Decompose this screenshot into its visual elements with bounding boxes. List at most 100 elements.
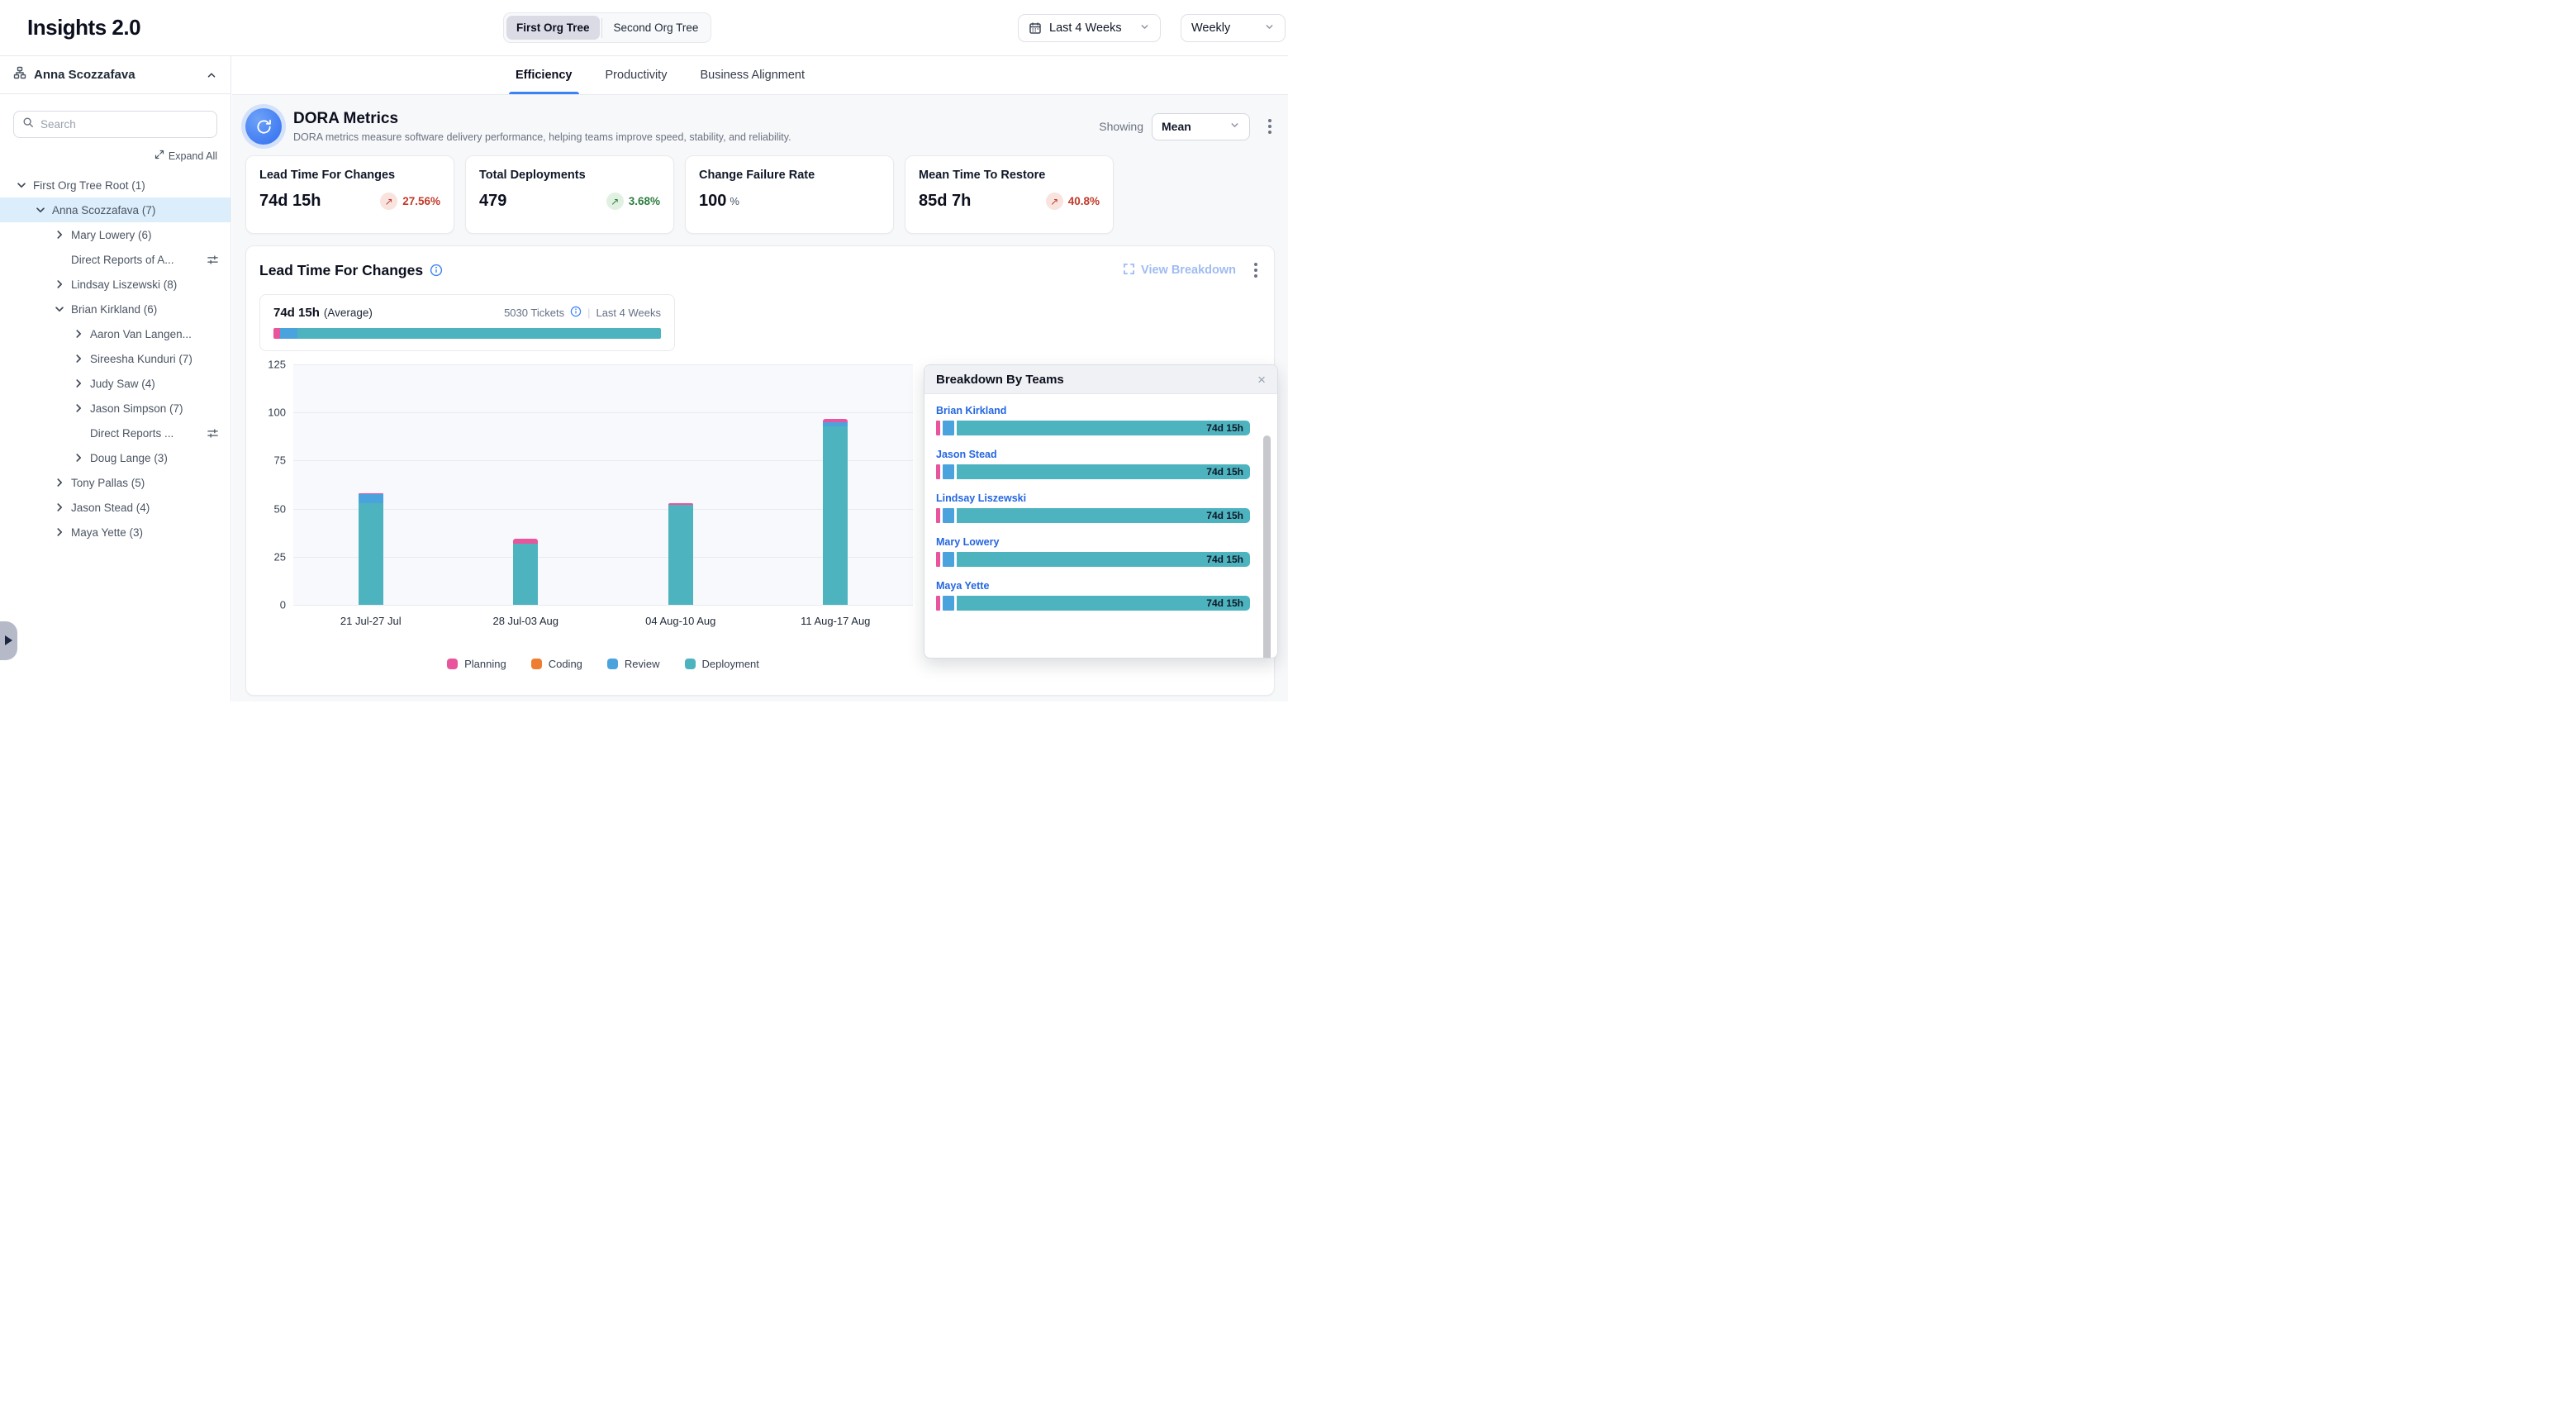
lead-time-kebab-menu[interactable] <box>1251 259 1261 281</box>
chevron-down-icon[interactable] <box>34 204 47 216</box>
tab-productivity[interactable]: Productivity <box>604 56 669 94</box>
chevron-right-icon[interactable] <box>53 477 66 488</box>
bar-segment-deployment: 74d 15h <box>957 552 1250 567</box>
legend-item-coding[interactable]: Coding <box>531 658 582 670</box>
tab-business-alignment[interactable]: Business Alignment <box>698 56 806 94</box>
tree-item-lindsay-liszewski[interactable]: Lindsay Liszewski (8) <box>0 272 231 297</box>
breakdown-team-link[interactable]: Maya Yette <box>936 580 1266 592</box>
legend-item-planning[interactable]: Planning <box>447 658 506 670</box>
tree-item-brian-kirkland[interactable]: Brian Kirkland (6) <box>0 297 231 321</box>
breakdown-phase-bar[interactable]: 74d 15h <box>936 421 1250 435</box>
close-icon[interactable]: × <box>1257 373 1266 387</box>
stacked-bar-2[interactable] <box>513 539 538 605</box>
info-icon[interactable] <box>570 306 582 320</box>
toggle-second-org-tree[interactable]: Second Org Tree <box>604 16 709 40</box>
date-range-select[interactable]: Last 4 Weeks <box>1018 14 1161 42</box>
search-input[interactable] <box>40 118 206 131</box>
dora-header: DORA Metrics DORA metrics measure softwa… <box>245 108 1275 145</box>
chevron-down-icon <box>1139 21 1150 36</box>
tree-item-judy-saw[interactable]: Judy Saw (4) <box>0 371 231 396</box>
chevron-right-icon[interactable] <box>72 328 85 340</box>
breakdown-row-jason-stead: Jason Stead 74d 15h <box>936 449 1266 479</box>
tree-item-aaron-van-langen[interactable]: Aaron Van Langen... <box>0 321 231 346</box>
tab-efficiency[interactable]: Efficiency <box>514 56 574 94</box>
dora-title: DORA Metrics <box>293 110 791 128</box>
granularity-select[interactable]: Weekly <box>1181 14 1286 42</box>
dora-kebab-menu[interactable] <box>1265 116 1275 137</box>
chevron-right-icon[interactable] <box>53 526 66 538</box>
chevron-right-icon[interactable] <box>53 278 66 290</box>
breakdown-phase-bar[interactable]: 74d 15h <box>936 552 1250 567</box>
tree-item-sireesha-kunduri[interactable]: Sireesha Kunduri (7) <box>0 346 231 371</box>
bar-segment-deployment <box>668 505 693 605</box>
filter-settings-icon[interactable] <box>207 427 219 440</box>
stacked-bar-3[interactable] <box>668 503 693 605</box>
chevron-right-icon[interactable] <box>72 353 85 364</box>
chevron-right-icon[interactable] <box>53 502 66 513</box>
filter-settings-icon[interactable] <box>207 254 219 266</box>
breakdown-phase-bar[interactable]: 74d 15h <box>936 596 1250 611</box>
breakdown-team-link[interactable]: Jason Stead <box>936 449 1266 460</box>
legend-item-deployment[interactable]: Deployment <box>685 658 759 670</box>
breakdown-value: 74d 15h <box>1206 510 1243 521</box>
tree-item-label: Sireesha Kunduri (7) <box>90 353 192 365</box>
metric-card-change-failure-rate: Change Failure Rate100% <box>685 155 894 234</box>
sidebar-collapse-handle[interactable] <box>0 621 17 660</box>
y-axis-tick: 100 <box>256 407 286 419</box>
tree-item-label: Maya Yette (3) <box>71 526 143 539</box>
info-icon[interactable] <box>430 264 443 277</box>
chevron-down-icon[interactable] <box>53 303 66 315</box>
tree-item-maya-yette[interactable]: Maya Yette (3) <box>0 520 231 545</box>
x-axis-label: 11 Aug-17 Aug <box>769 615 901 627</box>
average-card: 74d 15h (Average) 5030 Tickets | Las <box>259 294 675 351</box>
showing-select[interactable]: Mean <box>1152 113 1250 140</box>
breakdown-phase-bar[interactable]: 74d 15h <box>936 508 1250 523</box>
breakdown-phase-bar[interactable]: 74d 15h <box>936 464 1250 479</box>
chevron-right-icon[interactable] <box>72 452 85 464</box>
sidebar-user-name: Anna Scozzafava <box>34 68 135 82</box>
search-box[interactable] <box>13 111 217 138</box>
scrollbar-thumb[interactable] <box>1263 435 1271 658</box>
tree-item-jason-stead[interactable]: Jason Stead (4) <box>0 495 231 520</box>
toggle-first-org-tree[interactable]: First Org Tree <box>506 16 600 40</box>
expand-icon <box>154 150 164 162</box>
breakdown-row-lindsay-liszewski: Lindsay Liszewski 74d 15h <box>936 492 1266 523</box>
chevron-right-icon[interactable] <box>72 378 85 389</box>
divider: | <box>587 307 590 319</box>
view-breakdown-button[interactable]: View Breakdown <box>1123 263 1236 278</box>
dora-controls: Showing Mean <box>1099 113 1275 140</box>
y-axis-tick: 125 <box>256 359 286 371</box>
expand-all-label: Expand All <box>169 150 217 162</box>
breakdown-team-link[interactable]: Mary Lowery <box>936 536 1266 548</box>
app-title: Insights 2.0 <box>27 15 140 40</box>
tree-item-direct-reports[interactable]: Direct Reports ... <box>0 421 231 445</box>
sidebar-header[interactable]: Anna Scozzafava <box>0 56 231 94</box>
tree-item-doug-lange[interactable]: Doug Lange (3) <box>0 445 231 470</box>
average-meta: 5030 Tickets | Last 4 Weeks <box>504 306 661 320</box>
bar-segment-deployment <box>359 503 383 605</box>
tree-item-direct-reports-of-a[interactable]: Direct Reports of A... <box>0 247 231 272</box>
breakdown-panel-body: Brian Kirkland74d 15hJason Stead74d 15hL… <box>924 394 1277 658</box>
chevron-up-icon[interactable] <box>206 69 217 81</box>
avg-segment-planning <box>273 328 280 339</box>
tree-item-anna-scozzafava[interactable]: Anna Scozzafava (7) <box>0 197 231 222</box>
tree-item-tony-pallas[interactable]: Tony Pallas (5) <box>0 470 231 495</box>
chevron-down-icon[interactable] <box>15 179 28 191</box>
avg-segment-deployment <box>297 328 661 339</box>
chevron-right-icon[interactable] <box>72 402 85 414</box>
average-range: Last 4 Weeks <box>596 307 661 319</box>
expand-all-button[interactable]: Expand All <box>0 150 217 162</box>
chevron-right-icon[interactable] <box>53 229 66 240</box>
legend-item-review[interactable]: Review <box>607 658 660 670</box>
tree-item-mary-lowery[interactable]: Mary Lowery (6) <box>0 222 231 247</box>
breakdown-team-link[interactable]: Lindsay Liszewski <box>936 492 1266 504</box>
stacked-bar-1[interactable] <box>359 493 383 605</box>
tree-item-first-org-tree-root[interactable]: First Org Tree Root (1) <box>0 173 231 197</box>
tree-item-label: Mary Lowery (6) <box>71 229 152 241</box>
tree-item-jason-simpson[interactable]: Jason Simpson (7) <box>0 396 231 421</box>
bar-segment-review <box>943 552 954 567</box>
showing-value: Mean <box>1162 120 1191 133</box>
stacked-bar-4[interactable] <box>823 419 848 605</box>
granularity-value: Weekly <box>1191 21 1230 35</box>
breakdown-team-link[interactable]: Brian Kirkland <box>936 405 1266 416</box>
